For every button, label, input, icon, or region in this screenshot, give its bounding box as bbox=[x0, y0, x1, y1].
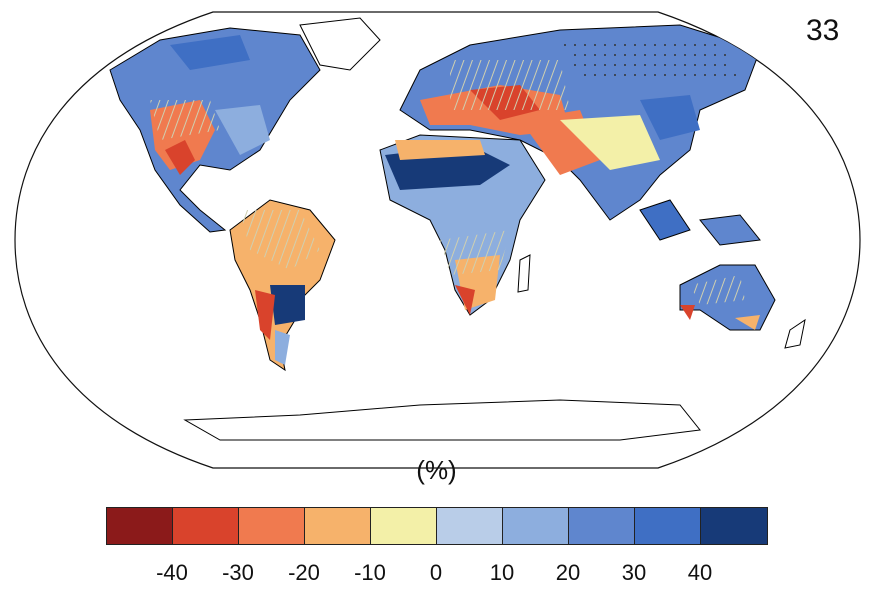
colorbar-tick-label: 0 bbox=[429, 560, 443, 585]
colorbar-swatch bbox=[305, 508, 371, 544]
unit-label: (%) bbox=[416, 455, 457, 485]
eurasia bbox=[399, 24, 761, 221]
colorbar-swatch bbox=[635, 508, 701, 544]
colorbar-tick-label: -40 bbox=[156, 560, 188, 585]
colorbar-tick-label: 30 bbox=[621, 560, 647, 585]
colorbar-swatch bbox=[503, 508, 569, 544]
colorbar-tick-label: 20 bbox=[555, 560, 581, 585]
colorbar-tick-label: 40 bbox=[687, 560, 713, 585]
colorbar-swatch bbox=[173, 508, 239, 544]
madagascar bbox=[517, 254, 531, 293]
colorbar-swatch bbox=[371, 508, 437, 544]
colorbar-swatch bbox=[569, 508, 635, 544]
colorbar-swatch bbox=[701, 508, 767, 544]
greenland bbox=[299, 17, 381, 71]
new-zealand bbox=[784, 318, 806, 349]
colorbar-tick-label: -10 bbox=[354, 560, 386, 585]
colorbar-swatch bbox=[239, 508, 305, 544]
africa bbox=[379, 134, 546, 316]
colorbar-swatch bbox=[107, 508, 173, 544]
colorbar-swatch bbox=[437, 508, 503, 544]
australia bbox=[679, 264, 776, 331]
colorbar bbox=[106, 507, 768, 545]
colorbar-tick-label: -20 bbox=[288, 560, 320, 585]
south-america bbox=[229, 199, 336, 372]
colorbar-tick-label: 10 bbox=[489, 560, 515, 585]
colorbar-tick-label: -30 bbox=[222, 560, 254, 585]
panel-number: 33 bbox=[806, 14, 840, 47]
antarctica bbox=[183, 399, 701, 441]
north-america bbox=[109, 27, 321, 233]
southeast-asia bbox=[639, 199, 761, 246]
